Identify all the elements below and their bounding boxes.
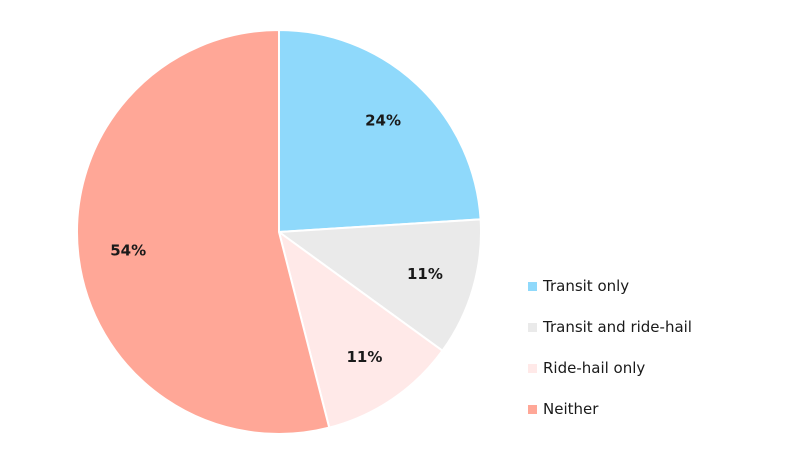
legend-label-neither: Neither	[543, 400, 599, 418]
pie-slices	[76, 28, 482, 435]
legend-swatch-neither	[528, 404, 537, 414]
legend-item-transit-and-ride-hail: Transit and ride-hail	[528, 315, 692, 339]
chart-legend: Transit only Transit and ride-hail Ride-…	[528, 274, 692, 438]
pie-slice-ride-hail-only	[277, 229, 444, 429]
legend-swatch-transit-only	[528, 281, 537, 291]
pie-slice-transit-and-ride-hail	[276, 218, 482, 353]
data-label-ride-hail-only: 11%	[346, 348, 382, 366]
pie-data-labels: 24% 11% 11% 54%	[110, 112, 443, 367]
data-label-neither: 54%	[110, 242, 146, 260]
legend-label-transit-only: Transit only	[543, 277, 630, 295]
legend-label-transit-and-ride-hail: Transit and ride-hail	[543, 318, 692, 336]
legend-item-transit-only: Transit only	[528, 274, 692, 298]
legend-swatch-ride-hail-only	[528, 363, 537, 373]
legend-item-ride-hail-only: Ride-hail only	[528, 356, 692, 380]
data-label-transit-and-ride-hail: 11%	[407, 265, 443, 283]
data-label-transit-only: 24%	[365, 112, 401, 130]
pie-slice-neither	[76, 28, 331, 435]
legend-label-ride-hail-only: Ride-hail only	[543, 359, 646, 377]
pie-slice-transit-only	[278, 28, 482, 234]
legend-item-neither: Neither	[528, 397, 692, 421]
legend-swatch-transit-and-ride-hail	[528, 322, 537, 332]
